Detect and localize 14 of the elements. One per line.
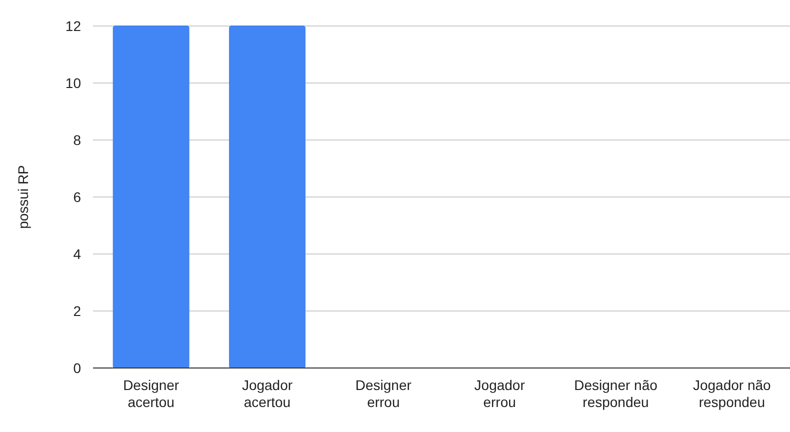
y-tick-label: 12 bbox=[65, 18, 82, 34]
y-tick-label: 2 bbox=[73, 302, 82, 319]
x-tick-label: Jogador errou bbox=[474, 377, 526, 410]
y-tick-label: 10 bbox=[65, 74, 82, 91]
y-axis-title: possui RP bbox=[15, 165, 31, 229]
x-tick-label: Jogador não respondeu bbox=[692, 377, 772, 410]
x-tick-label: Jogador acertou bbox=[242, 377, 293, 410]
y-tick-label: 0 bbox=[73, 360, 82, 376]
y-tick-label: 6 bbox=[73, 188, 82, 205]
y-tick-label: 4 bbox=[73, 246, 82, 262]
x-tick-label: Designer errou bbox=[355, 377, 412, 410]
x-tick-label: Designer não respondeu bbox=[574, 377, 658, 410]
x-tick-label: Designer acertou bbox=[123, 377, 180, 410]
y-tick-label: 8 bbox=[73, 132, 82, 148]
